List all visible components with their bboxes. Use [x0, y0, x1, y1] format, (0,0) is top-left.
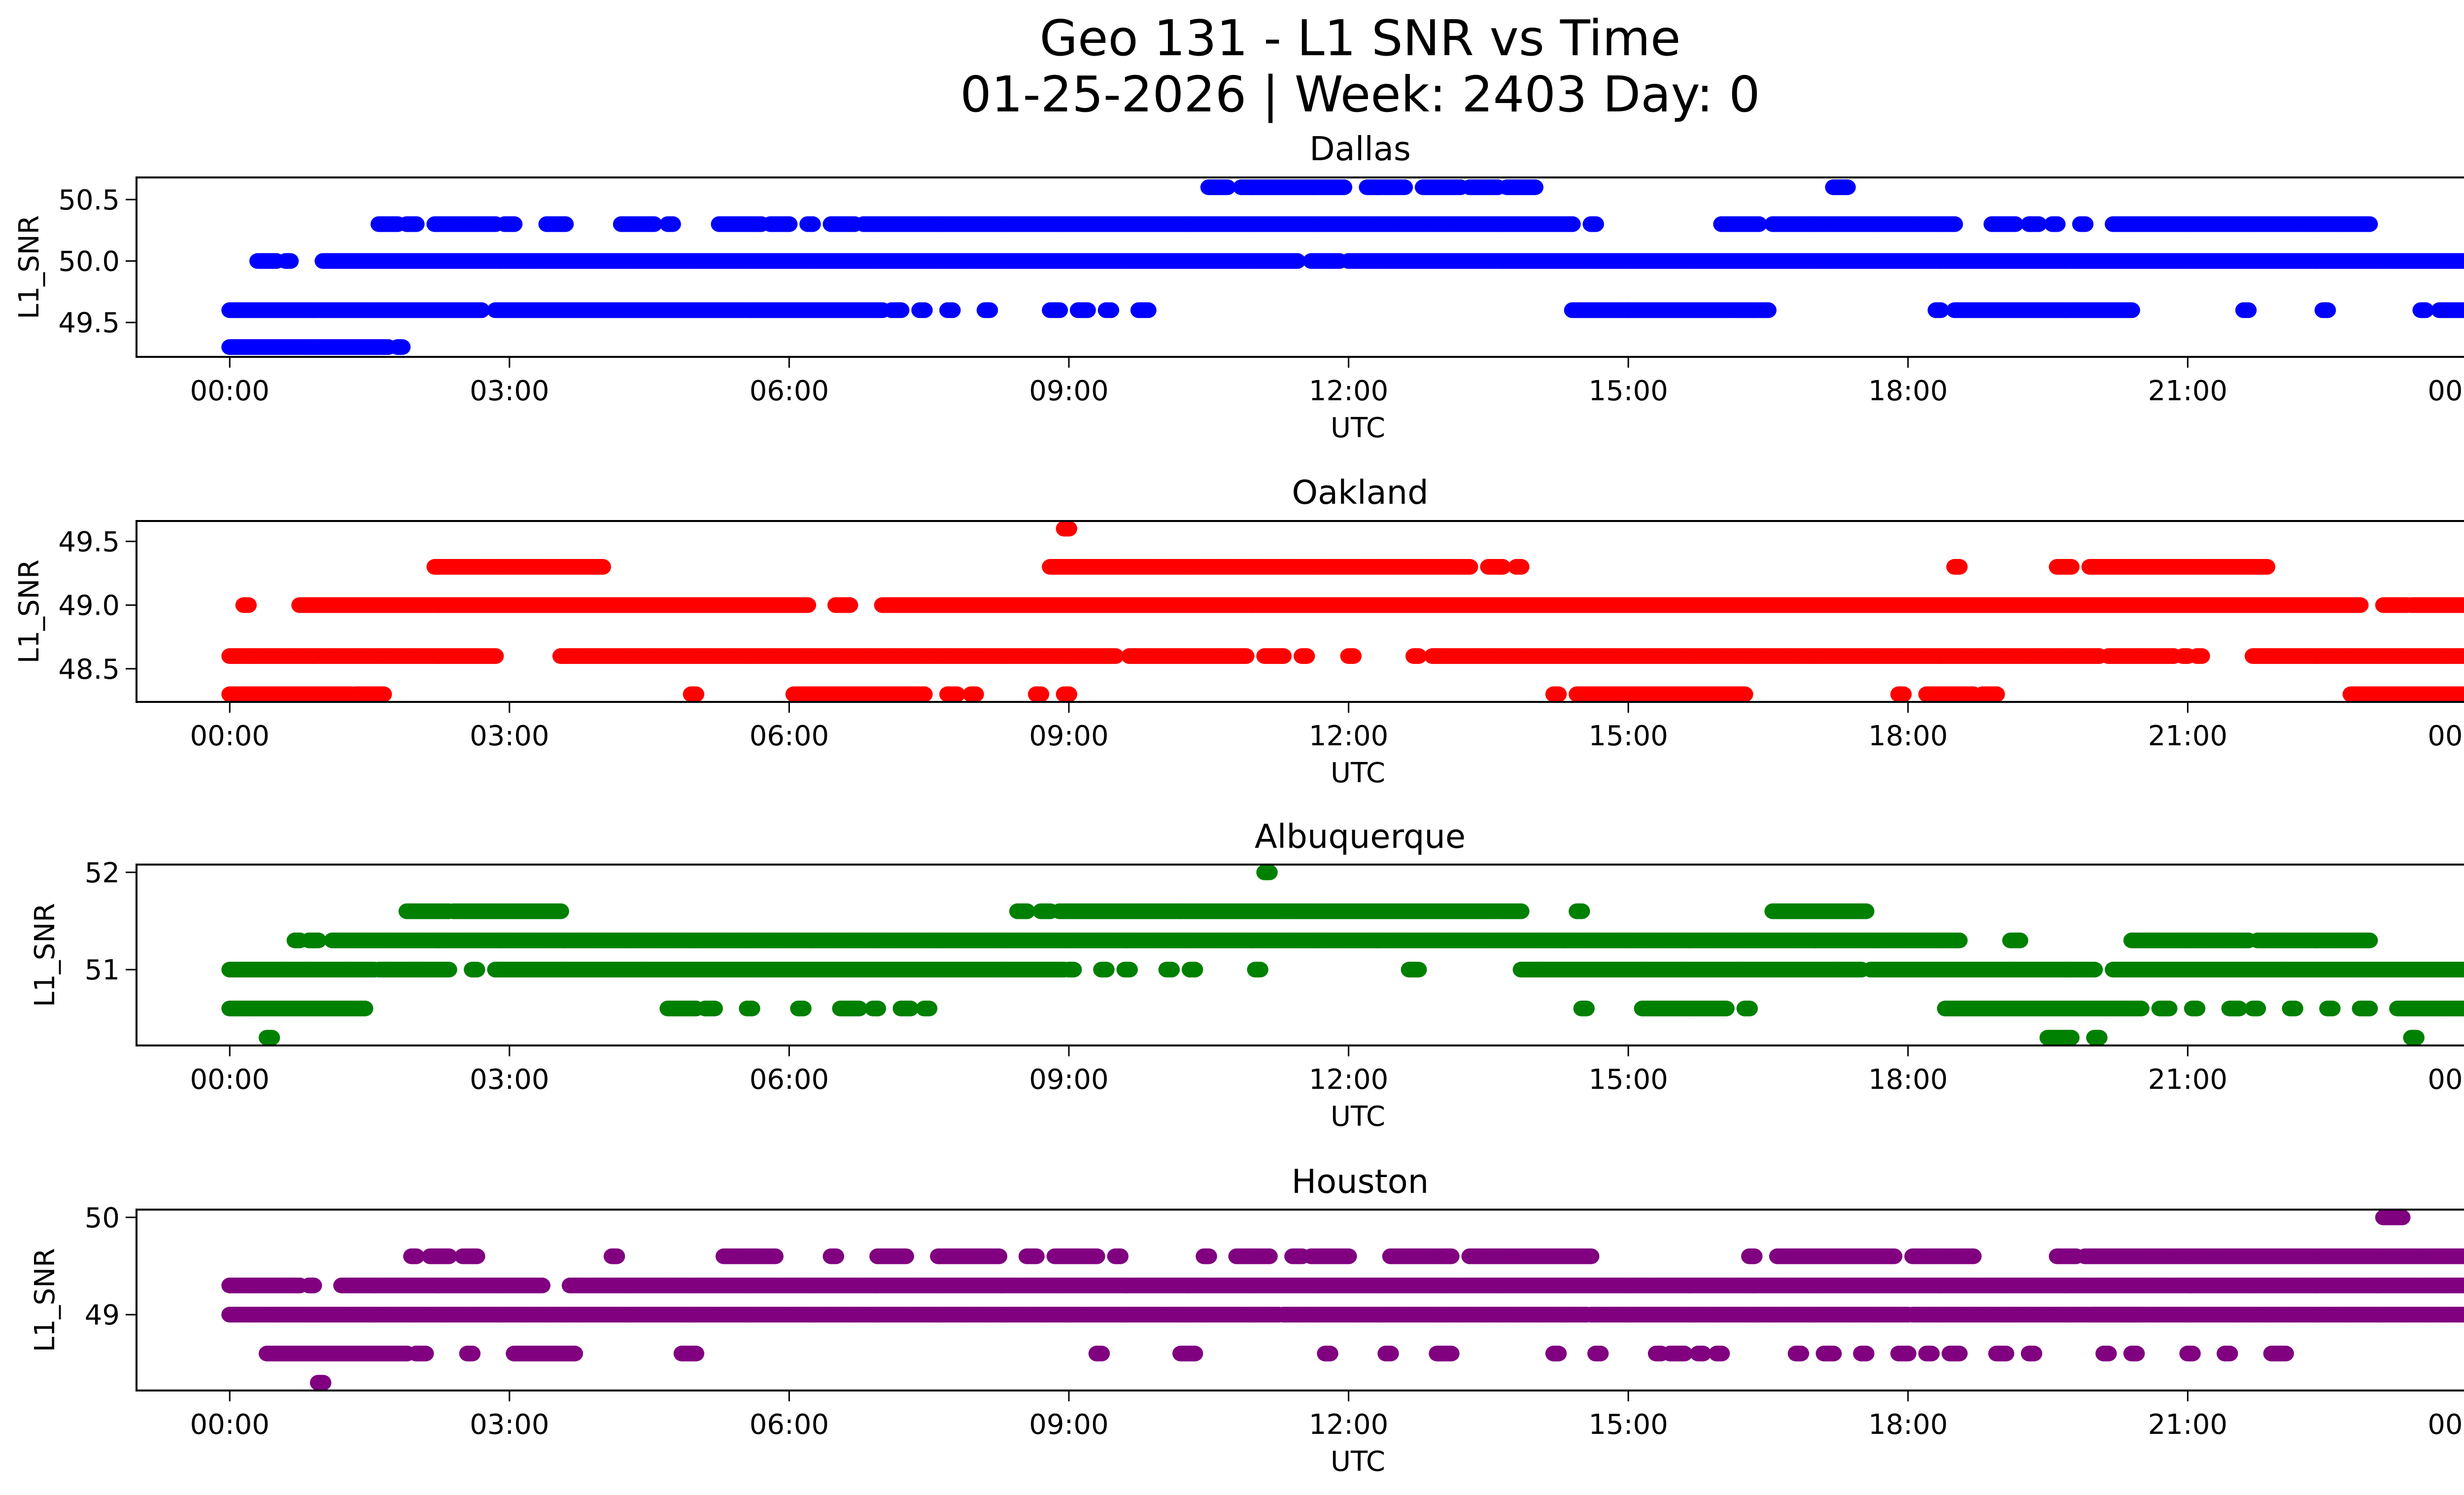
data-point: [2361, 216, 2378, 232]
data-point: [1237, 648, 1255, 664]
data-point: [240, 597, 257, 613]
data-point: [916, 302, 933, 318]
data-point: [2007, 216, 2024, 232]
data-point: [664, 216, 681, 232]
data-point: [1839, 179, 1856, 195]
data-point: [646, 216, 663, 232]
x-tick-label: 00:00: [2428, 375, 2464, 407]
data-point: [1760, 302, 1777, 318]
data-point: [2062, 559, 2080, 575]
data-point: [2049, 216, 2066, 232]
data-point: [1061, 521, 1077, 537]
data-point: [1512, 559, 1530, 575]
data-point: [841, 597, 858, 613]
data-point: [506, 216, 523, 232]
x-tick-label: 03:00: [470, 375, 549, 407]
data-point: [2352, 597, 2369, 613]
y-tick-label: 50.0: [58, 246, 120, 278]
x-tick-label: 06:00: [750, 375, 829, 407]
data-point: [1079, 302, 1096, 318]
x-tick-label: 00:00: [190, 375, 270, 407]
data-point: [487, 648, 504, 664]
data-point: [2259, 559, 2276, 575]
y-axis-label: L1_SNR: [13, 215, 45, 319]
data-point: [1564, 216, 1581, 232]
data-point: [1298, 648, 1315, 664]
data-point: [408, 216, 425, 232]
data-point: [1219, 179, 1236, 195]
x-tick-label: 12:00: [1309, 375, 1388, 407]
data-point: [2319, 302, 2336, 318]
data-point: [282, 253, 299, 269]
data-point: [1461, 559, 1478, 575]
data-point: [394, 339, 411, 355]
data-point: [944, 302, 961, 318]
subplot-dallas: Dallas 49.5 50.0 50.5 00:00 03:00 06:00 09:00…: [13, 130, 2464, 444]
data-point: [2030, 216, 2047, 232]
scatter-points: [221, 179, 2464, 355]
data-point: [1527, 179, 1543, 195]
y-tick-label: 50.5: [58, 184, 120, 216]
figure-title-line1: Geo 131 - L1 SNR vs Time: [1040, 9, 1681, 67]
subplot-title: Dallas: [1309, 130, 1411, 168]
data-point: [1587, 216, 1604, 232]
data-point: [1951, 559, 1968, 575]
data-point: [981, 302, 998, 318]
data-point: [1345, 648, 1362, 664]
data-point: [892, 302, 910, 318]
data-point: [1946, 216, 1963, 232]
data-point: [2123, 302, 2140, 318]
data-point: [804, 216, 821, 232]
data-point: [1335, 179, 1353, 195]
x-axis-label: UTC: [1331, 412, 1385, 444]
y-tick-label: 49.5: [58, 307, 120, 339]
data-point: [2240, 302, 2257, 318]
data-point: [1750, 216, 1768, 232]
figure-title-line2: 01-25-2026 | Week: 2403 Day: 0: [960, 66, 1760, 123]
data-point: [594, 559, 611, 575]
data-point: [1051, 302, 1068, 318]
data-point: [1139, 302, 1157, 318]
data-point: [799, 597, 817, 613]
x-tick-label: 09:00: [1029, 375, 1108, 407]
x-tick-label: 21:00: [2148, 375, 2227, 407]
x-tick-label: 18:00: [1868, 375, 1948, 407]
data-point: [781, 216, 798, 232]
data-point: [557, 216, 574, 232]
data-point: [1102, 302, 1120, 318]
data-point: [2077, 216, 2094, 232]
data-point: [1396, 179, 1413, 195]
subplot-title: Oakland: [1292, 473, 1428, 512]
data-point: [1275, 648, 1292, 664]
x-tick-label: 15:00: [1588, 375, 1668, 407]
